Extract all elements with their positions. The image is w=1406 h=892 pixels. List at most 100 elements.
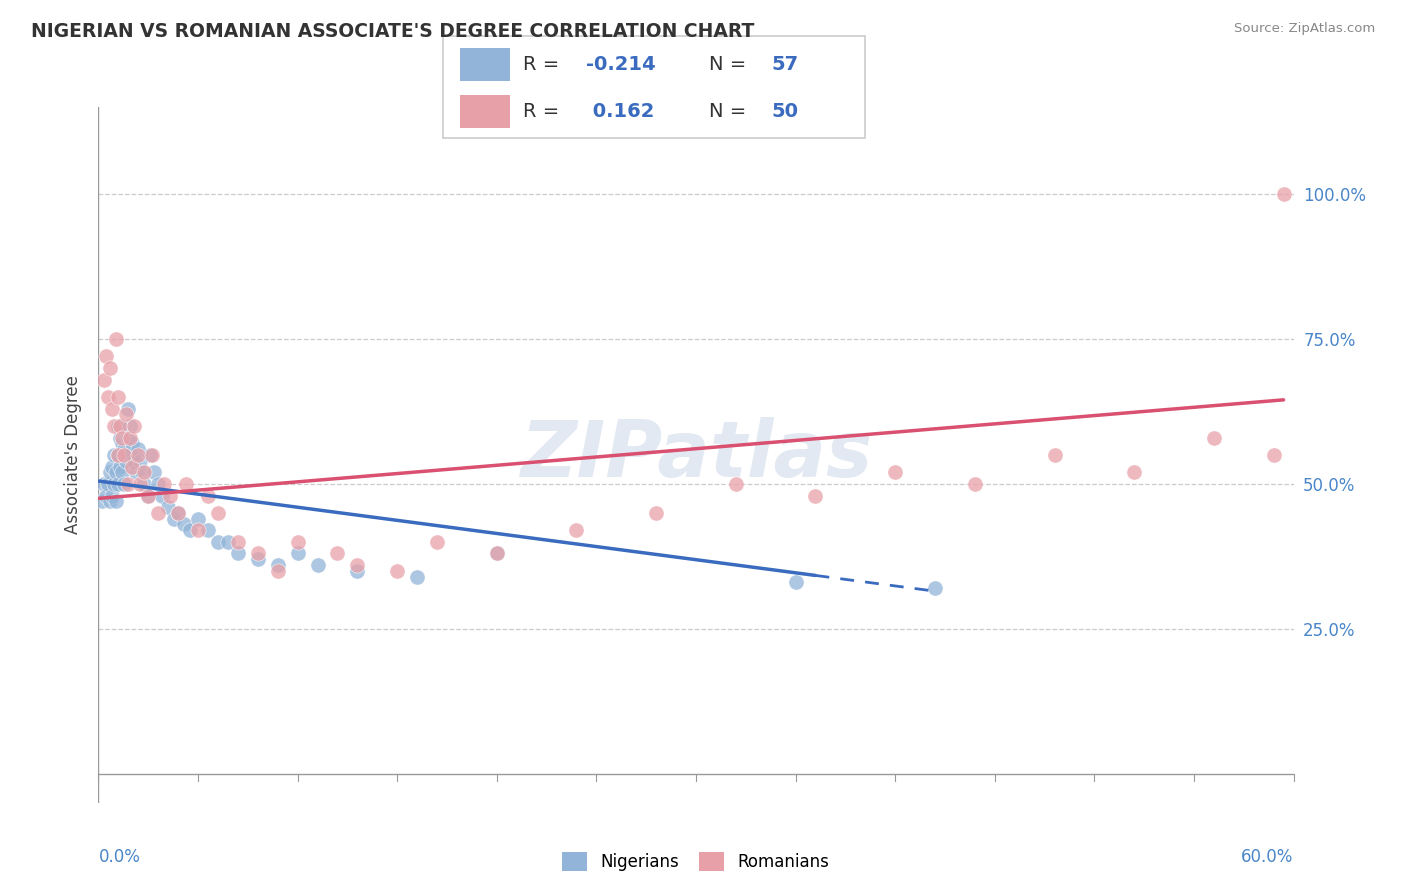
Point xyxy=(159,489,181,503)
Text: 57: 57 xyxy=(772,55,799,74)
Point xyxy=(167,506,190,520)
Point xyxy=(724,476,747,491)
Point xyxy=(101,489,124,503)
Text: R =: R = xyxy=(523,55,565,74)
Point xyxy=(117,401,139,416)
Point xyxy=(97,476,120,491)
Point xyxy=(785,575,807,590)
Point xyxy=(884,466,907,480)
Point xyxy=(134,476,156,491)
FancyBboxPatch shape xyxy=(460,48,510,81)
Point xyxy=(963,476,986,491)
Point xyxy=(131,466,153,480)
Point xyxy=(107,390,129,404)
Text: NIGERIAN VS ROMANIAN ASSOCIATE'S DEGREE CORRELATION CHART: NIGERIAN VS ROMANIAN ASSOCIATE'S DEGREE … xyxy=(31,22,754,41)
Point xyxy=(406,570,429,584)
Point xyxy=(141,448,163,462)
Point xyxy=(120,431,142,445)
Point xyxy=(115,407,138,421)
Point xyxy=(174,476,197,491)
Point xyxy=(246,546,269,561)
Point xyxy=(110,431,132,445)
Point xyxy=(179,523,201,537)
Text: Source: ZipAtlas.com: Source: ZipAtlas.com xyxy=(1234,22,1375,36)
Point xyxy=(125,466,148,480)
Point xyxy=(157,500,180,514)
Point xyxy=(91,494,114,508)
Point xyxy=(326,546,349,561)
Point xyxy=(426,534,449,549)
Point xyxy=(105,466,128,480)
Text: ZIPatlas: ZIPatlas xyxy=(520,417,872,493)
Point xyxy=(804,489,827,503)
Point xyxy=(117,476,139,491)
Point xyxy=(121,436,143,450)
Point xyxy=(246,552,269,566)
Point xyxy=(98,361,122,376)
Point xyxy=(1043,448,1066,462)
Point xyxy=(98,466,122,480)
Point xyxy=(1263,448,1285,462)
Point xyxy=(120,418,142,433)
Point xyxy=(93,373,115,387)
Point xyxy=(287,534,309,549)
Point xyxy=(107,418,129,433)
Text: 0.0%: 0.0% xyxy=(98,848,141,866)
Point xyxy=(107,476,129,491)
Point xyxy=(267,558,290,573)
Point xyxy=(111,431,134,445)
Point xyxy=(97,390,120,404)
Point xyxy=(143,466,166,480)
Point xyxy=(112,442,135,456)
Point xyxy=(148,476,170,491)
Point xyxy=(96,489,118,503)
Point xyxy=(485,546,508,561)
Point xyxy=(112,476,135,491)
Point xyxy=(217,534,239,549)
Legend: Nigerians, Romanians: Nigerians, Romanians xyxy=(555,846,837,878)
Point xyxy=(207,534,229,549)
Point xyxy=(111,436,134,450)
Point xyxy=(267,564,290,578)
Point xyxy=(197,489,219,503)
Point xyxy=(111,466,134,480)
Point xyxy=(105,332,128,346)
Point xyxy=(93,476,115,491)
Point xyxy=(153,476,176,491)
Point xyxy=(565,523,588,537)
Point xyxy=(307,558,329,573)
Point xyxy=(101,401,124,416)
Text: 50: 50 xyxy=(772,102,799,121)
Point xyxy=(385,564,409,578)
Point xyxy=(167,506,190,520)
Point xyxy=(129,453,152,467)
Point xyxy=(187,511,209,525)
Text: R =: R = xyxy=(523,102,565,121)
Point xyxy=(924,582,946,596)
Point xyxy=(136,489,159,503)
Text: 0.162: 0.162 xyxy=(586,102,655,121)
Point xyxy=(197,523,219,537)
Point xyxy=(150,489,173,503)
Point xyxy=(103,418,125,433)
Point xyxy=(107,448,129,462)
Point xyxy=(127,442,149,456)
Point xyxy=(136,489,159,503)
Point xyxy=(346,564,368,578)
Point xyxy=(110,418,132,433)
Point xyxy=(120,448,142,462)
Text: N =: N = xyxy=(709,55,752,74)
Point xyxy=(105,494,128,508)
Point xyxy=(117,431,139,445)
Point xyxy=(101,459,124,474)
Point xyxy=(107,448,129,462)
Point xyxy=(1202,431,1225,445)
Point xyxy=(110,459,132,474)
Point xyxy=(1272,187,1295,202)
FancyBboxPatch shape xyxy=(443,36,865,138)
Text: -0.214: -0.214 xyxy=(586,55,657,74)
Point xyxy=(207,506,229,520)
Point xyxy=(127,448,149,462)
Point xyxy=(287,546,309,561)
Point xyxy=(173,517,195,532)
